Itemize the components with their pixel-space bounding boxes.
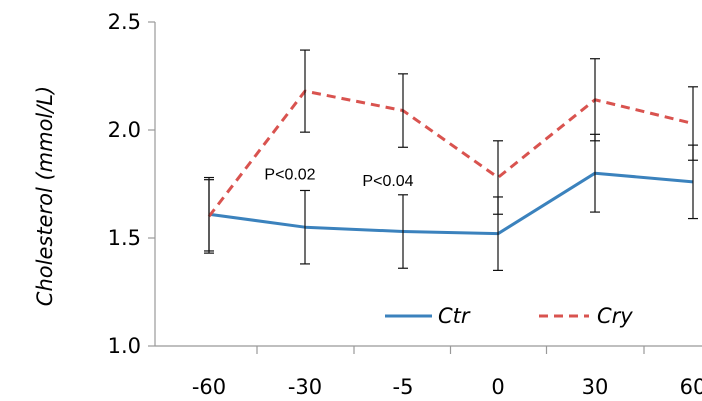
x-tick-label: -5 — [393, 375, 414, 399]
y-tick-label: 2.0 — [108, 118, 141, 142]
series-cry — [204, 49, 698, 254]
series-ctr — [204, 133, 698, 271]
x-tick-labels: -60 -30 -5 0 30 60 — [192, 375, 702, 399]
x-tick-label: -60 — [192, 375, 226, 399]
y-tick-labels: 1.0 1.5 2.0 2.5 — [108, 10, 141, 358]
series-line-ctr — [208, 171, 694, 236]
x-tick-label: 60 — [680, 375, 702, 399]
p-value-annotation: P<0.04 — [362, 173, 413, 190]
legend-label-cry: Cry — [597, 304, 633, 328]
y-tick-label: 2.5 — [108, 10, 141, 34]
x-tick-label: 0 — [491, 375, 504, 399]
legend: Ctr Cry — [385, 304, 633, 328]
legend-label-ctr: Ctr — [438, 304, 471, 328]
y-tick-label: 1.5 — [108, 226, 141, 250]
y-axis-title: Cholesterol (mmol/L) — [33, 86, 57, 306]
series-line-cry — [207, 89, 694, 218]
x-tick-label: 30 — [582, 375, 609, 399]
axes — [148, 21, 702, 354]
series-layer — [204, 49, 698, 271]
y-tick-label: 1.0 — [108, 334, 141, 358]
annotations: P<0.02 P<0.04 — [264, 167, 413, 190]
x-tick-label: -30 — [288, 375, 322, 399]
p-value-annotation: P<0.02 — [264, 167, 315, 184]
